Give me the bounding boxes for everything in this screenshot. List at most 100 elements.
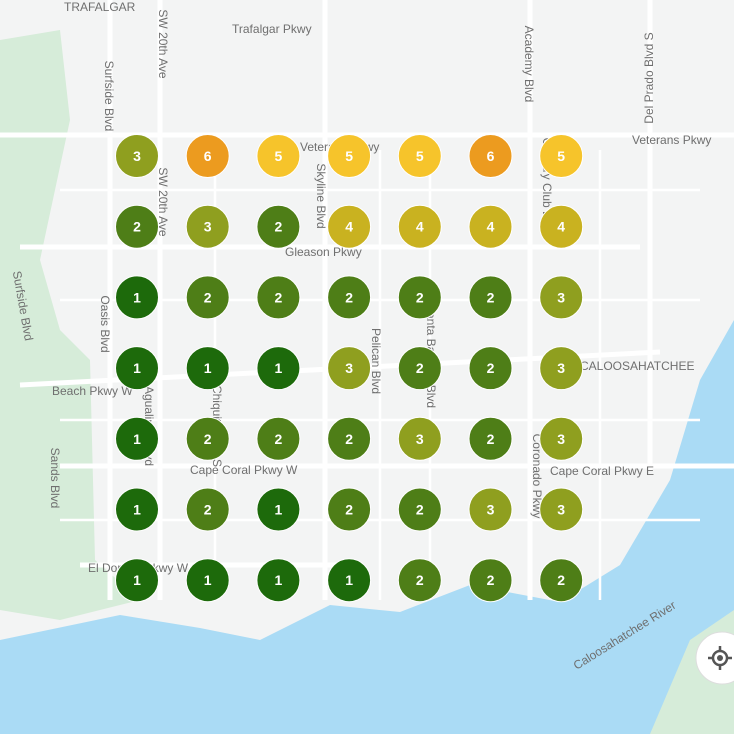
rank-marker — [256, 416, 301, 461]
rank-marker — [115, 346, 159, 391]
rank-number: 2 — [275, 219, 283, 235]
rank-marker — [539, 346, 584, 391]
rank-number: 5 — [416, 148, 424, 164]
rank-number: 1 — [133, 572, 141, 588]
rank-number: 2 — [557, 572, 565, 588]
rank-marker — [468, 134, 513, 178]
rank-marker — [185, 416, 230, 461]
rank-marker — [468, 558, 513, 603]
rank-number: 1 — [275, 502, 283, 518]
street-label: Cape Coral Pkwy W — [190, 463, 298, 477]
rank-number: 1 — [204, 360, 212, 376]
locate-button[interactable] — [695, 631, 734, 685]
street-label: Surfside Blvd — [102, 61, 116, 132]
street-label: Oasis Blvd — [98, 295, 112, 352]
street-label: Veterans Pkwy — [632, 133, 711, 147]
rank-number: 4 — [557, 219, 565, 235]
rank-marker — [256, 487, 301, 532]
rank-number: 1 — [275, 572, 283, 588]
rank-marker — [256, 275, 301, 320]
street-label: SW 20th Ave — [156, 167, 170, 236]
rank-number: 3 — [416, 431, 424, 447]
rank-marker — [397, 558, 442, 603]
rank-marker — [327, 558, 372, 603]
rank-marker — [327, 346, 372, 391]
rank-marker — [397, 416, 442, 461]
rank-marker — [397, 275, 442, 320]
street-label: Pelican Blvd — [369, 328, 383, 394]
rank-number: 2 — [416, 502, 424, 518]
rank-number: 3 — [487, 502, 495, 518]
rank-number: 2 — [133, 219, 141, 235]
rank-marker — [397, 134, 442, 178]
rank-number: 2 — [345, 502, 353, 518]
street-label: Del Prado Blvd S — [642, 32, 656, 123]
rank-marker — [539, 558, 584, 603]
street-label: Beach Pkwy W — [52, 384, 133, 398]
rank-number: 4 — [345, 219, 353, 235]
green-area — [0, 30, 140, 620]
rank-marker — [397, 204, 442, 249]
street-label: CALOOSAHATCHEE — [580, 359, 694, 373]
locate-icon-dot — [717, 655, 723, 661]
rank-number: 5 — [275, 148, 283, 164]
rank-marker — [539, 487, 584, 532]
rank-marker — [468, 487, 513, 532]
rank-number: 1 — [133, 360, 141, 376]
rank-marker — [539, 134, 584, 178]
rank-marker — [115, 416, 159, 461]
street-label: SW 20th Ave — [156, 9, 170, 78]
rank-marker — [256, 346, 301, 391]
rank-marker — [185, 275, 230, 320]
rank-number: 2 — [204, 502, 212, 518]
rank-number: 5 — [557, 148, 565, 164]
rank-number: 2 — [345, 431, 353, 447]
rank-number: 2 — [487, 431, 495, 447]
rank-number: 2 — [204, 431, 212, 447]
rank-number: 1 — [345, 572, 353, 588]
rank-number: 2 — [345, 289, 353, 305]
rank-marker — [115, 558, 159, 603]
rank-marker — [327, 134, 372, 178]
rank-number: 3 — [204, 219, 212, 235]
rank-marker — [327, 416, 372, 461]
rank-number: 1 — [133, 289, 141, 305]
rank-marker — [185, 487, 230, 532]
street-label: Coronado Pkwy — [530, 434, 544, 519]
rank-number: 3 — [557, 502, 565, 518]
rank-marker — [115, 204, 159, 249]
rank-number: 3 — [557, 360, 565, 376]
rank-marker — [256, 134, 301, 178]
rank-number: 2 — [487, 572, 495, 588]
rank-marker — [185, 204, 230, 249]
rank-number: 1 — [275, 360, 283, 376]
rank-marker — [468, 416, 513, 461]
rank-number: 2 — [487, 360, 495, 376]
rank-number: 3 — [557, 289, 565, 305]
rank-marker — [397, 346, 442, 391]
rank-marker — [115, 275, 159, 320]
rank-marker — [185, 558, 230, 603]
rank-marker — [539, 275, 584, 320]
rank-number: 6 — [204, 148, 212, 164]
rank-marker — [468, 346, 513, 391]
rank-number: 4 — [416, 219, 424, 235]
rank-marker — [115, 134, 159, 178]
locate-button-bg[interactable] — [695, 631, 734, 685]
street-label: TRAFALGAR — [64, 0, 136, 14]
rank-number: 1 — [133, 502, 141, 518]
rank-marker — [185, 346, 230, 391]
rank-marker — [468, 204, 513, 249]
street-label: Cape Coral Pkwy E — [550, 464, 654, 478]
rank-marker — [256, 204, 301, 249]
rank-number: 5 — [345, 148, 353, 164]
markers: 3 6 5 5 5 6 5 2 3 2 4 4 4 4 1 2 2 2 2 2 3 1 1 1 3 2 2 3 1 2 2 2 3 2 3 1 2 1 2 2… — [115, 134, 584, 603]
rank-marker — [115, 487, 159, 532]
rank-number: 2 — [416, 572, 424, 588]
rank-marker — [185, 134, 230, 178]
rank-number: 2 — [275, 289, 283, 305]
street-label: Sands Blvd — [48, 448, 62, 509]
street-label: Skyline Blvd — [314, 163, 328, 228]
water — [0, 320, 734, 734]
